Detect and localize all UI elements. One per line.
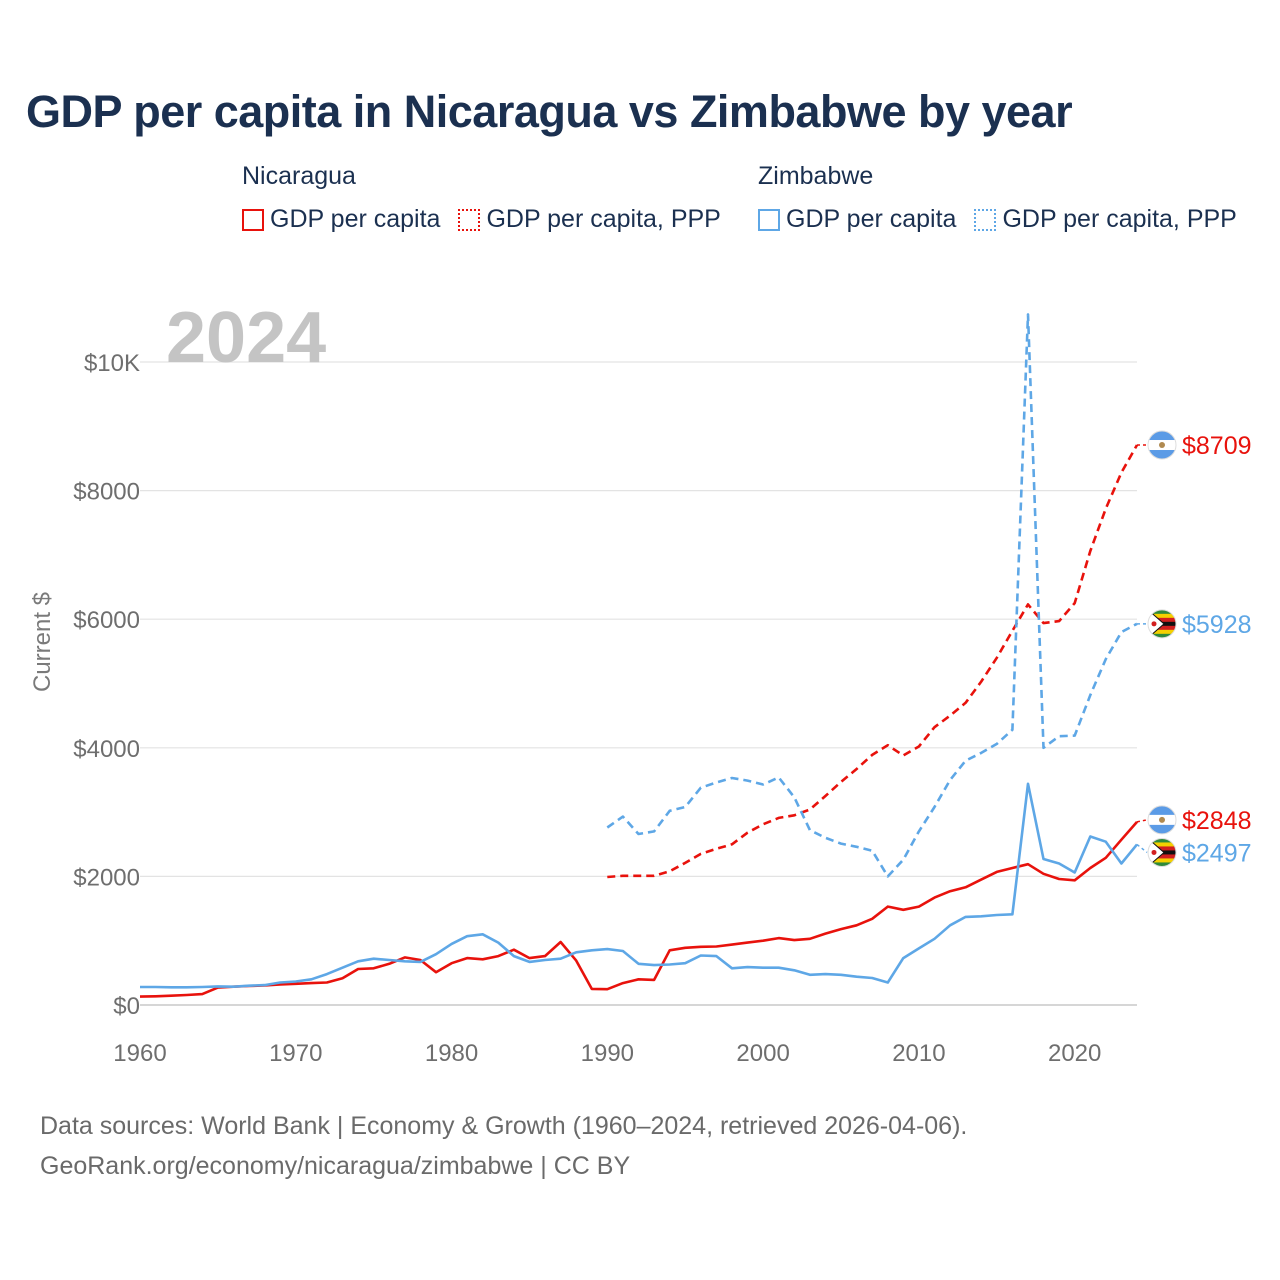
source-link[interactable]: GeoRank.org/economy/nicaragua/zimbabwe |… [40,1152,631,1180]
y-tick-label: $0 [113,993,140,1020]
legend-label: GDP per capita [786,205,957,233]
legend-group-nicaragua: Nicaragua GDP per capita GDP per capita,… [242,162,721,234]
legend-swatch-dotted-icon [458,208,481,231]
legend-country-zimbabwe: Zimbabwe [758,162,874,190]
legend-group-zimbabwe: Zimbabwe GDP per capita GDP per capita, … [758,162,1237,234]
line-chart: $0 $2000 $4000 $6000 $8000 $10K 1960 1970 1980 19… [29,298,1252,1067]
nicaragua-flag-icon [1147,805,1177,835]
series-line [140,782,1139,989]
legend-swatch-solid-icon [758,208,780,231]
y-tick-label: $10K [84,350,140,377]
year-watermark: 2024 [166,298,326,378]
series-line [606,313,1138,878]
series-line [139,821,1138,998]
legend-item-nicaragua-gdp[interactable]: GDP per capita [242,205,440,234]
x-tick-label: 2000 [736,1040,789,1067]
legend-label: GDP per capita [270,205,441,233]
end-value-label: $2497 [1182,839,1252,867]
x-tick-label: 2010 [892,1040,945,1067]
end-value-label: $2848 [1182,807,1252,835]
y-tick-label: $4000 [73,736,140,763]
series-layer [139,313,1139,998]
end-value-label: $5928 [1182,611,1252,639]
chart-title: GDP per capita in Nicaragua vs Zimbabwe … [26,86,1073,137]
data-sources-text: Data sources: World Bank | Economy & Gro… [40,1112,968,1140]
x-tick-label: 1980 [425,1040,478,1067]
nicaragua-flag-icon [1147,430,1177,460]
legend-label: GDP per capita, PPP [1002,205,1237,233]
x-tick-label: 2020 [1048,1040,1101,1067]
x-tick-label: 1960 [113,1040,166,1067]
series-line [607,444,1139,879]
legend-country-nicaragua: Nicaragua [242,162,356,190]
legend-swatch-solid-icon [242,208,264,231]
legend-swatch-dotted-icon [974,208,997,231]
grid: $0 $2000 $4000 $6000 $8000 $10K 1960 1970 1980 19… [73,350,1137,1067]
footer: Data sources: World Bank | Economy & Gro… [40,1106,967,1186]
legend-item-zimbabwe-gdp[interactable]: GDP per capita [758,205,956,234]
y-axis-label: Current $ [29,592,56,692]
zimbabwe-flag-icon [1147,837,1177,867]
legend-item-nicaragua-ppp[interactable]: GDP per capita, PPP [458,205,721,234]
zimbabwe-flag-icon [1147,609,1177,639]
end-label-leader [1136,843,1148,854]
end-labels: $2848 $8709 $2497 $5928 [1136,430,1252,867]
legend-item-zimbabwe-ppp[interactable]: GDP per capita, PPP [974,205,1237,234]
y-tick-label: $8000 [73,479,140,506]
end-label-leader [1136,819,1148,823]
y-tick-label: $2000 [73,864,140,891]
legend-label: GDP per capita, PPP [486,205,721,233]
x-tick-label: 1990 [581,1040,634,1067]
x-tick-label: 1970 [269,1040,322,1067]
y-tick-label: $6000 [73,607,140,634]
end-value-label: $8709 [1182,432,1252,460]
